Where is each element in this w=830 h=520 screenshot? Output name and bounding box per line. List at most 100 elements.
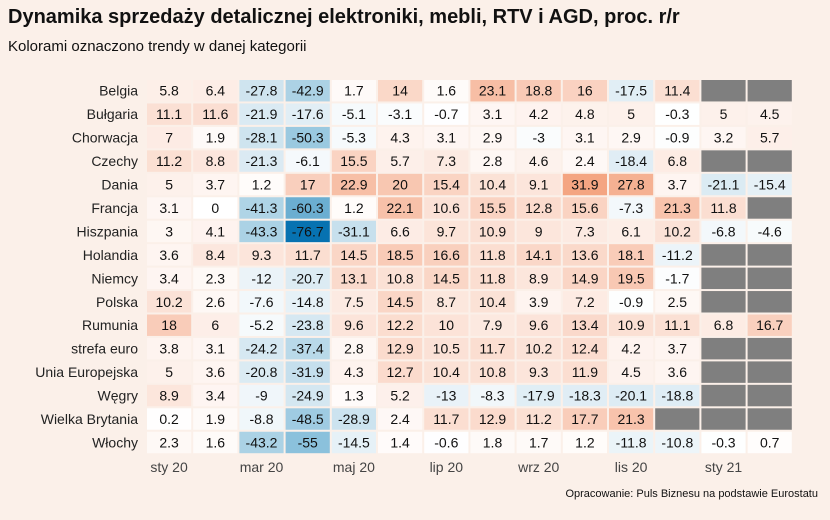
cell-value-label: 6.8 — [714, 317, 734, 333]
heatmap-cell — [701, 197, 746, 219]
cell-value-label: 1.7 — [344, 83, 364, 99]
cell-value-label: 3.9 — [529, 294, 549, 310]
cell-value-label: -76.7 — [292, 223, 324, 239]
x-tick-label: maj 20 — [333, 459, 375, 475]
heatmap-cell — [655, 431, 700, 454]
heatmap-cell — [424, 173, 469, 196]
cell-value-label: 3.2 — [714, 130, 734, 146]
cell-value-label: 2.5 — [668, 294, 688, 310]
heatmap-cell — [378, 220, 423, 243]
cell-value-label: 3.6 — [206, 364, 226, 380]
cell-value-label: 11.1 — [156, 106, 182, 122]
cell-value-label: -20.7 — [292, 270, 324, 286]
cell-value-label: 14.5 — [340, 247, 367, 263]
heatmap-cell — [470, 408, 515, 430]
heatmap-cell — [193, 314, 238, 336]
heatmap-cell — [147, 197, 192, 219]
cell-value-label: 14.5 — [386, 294, 413, 310]
heatmap-cell — [609, 267, 654, 290]
heatmap-cell — [747, 173, 792, 196]
cell-value-label: 12.9 — [386, 341, 413, 357]
heatmap-cell — [378, 431, 423, 454]
heatmap-cell — [285, 103, 330, 125]
heatmap-cell — [701, 126, 746, 149]
heatmap-cell — [424, 384, 469, 407]
heatmap-cell-missing — [747, 291, 792, 313]
cell-value-label: -43.3 — [246, 223, 278, 239]
cell-value-label: -9 — [255, 388, 268, 404]
cell-value-label: -28.9 — [338, 411, 370, 427]
heatmap-cell — [193, 244, 238, 266]
cell-value-label: -28.1 — [246, 130, 278, 146]
cell-value-label: 17.7 — [571, 411, 598, 427]
heatmap-cell — [470, 220, 515, 243]
heatmap-cell-missing — [701, 291, 746, 313]
cell-value-label: 18 — [161, 317, 177, 333]
heatmap-cell — [562, 431, 607, 454]
heatmap-cell — [147, 337, 192, 360]
heatmap-cell — [609, 197, 654, 219]
heatmap-cell — [285, 291, 330, 313]
heatmap-cell — [193, 103, 238, 125]
cell-value-label: 3.1 — [159, 200, 179, 216]
cell-value-label: -15.4 — [754, 177, 786, 193]
cell-value-label: -7.6 — [249, 294, 273, 310]
cell-value-label: 3.8 — [159, 341, 179, 357]
heatmap-cell — [378, 173, 423, 196]
x-tick-label: sty 21 — [705, 459, 743, 475]
heatmap-cell — [424, 80, 469, 102]
heatmap-cell — [285, 244, 330, 266]
heatmap-cell — [193, 291, 238, 313]
heatmap-cell — [378, 80, 423, 102]
heatmap-cell — [285, 314, 330, 336]
row-label: Czechy — [91, 153, 138, 169]
heatmap-cell — [470, 126, 515, 149]
heatmap-cell — [424, 337, 469, 360]
heatmap-cell — [331, 408, 376, 430]
cell-value-label: 12.7 — [386, 364, 413, 380]
heatmap-cell — [285, 361, 330, 383]
heatmap-cell — [147, 126, 192, 149]
heatmap-cell — [562, 80, 607, 102]
cell-value-label: -17.9 — [523, 388, 555, 404]
heatmap-cell — [239, 80, 284, 102]
heatmap-cell — [655, 103, 700, 125]
cell-value-label: 2.3 — [206, 270, 226, 286]
heatmap-cell — [609, 337, 654, 360]
heatmap-cell — [562, 361, 607, 383]
cell-value-label: -31.1 — [338, 223, 370, 239]
row-label: Hiszpania — [77, 223, 139, 239]
x-tick-label: lip 20 — [430, 459, 464, 475]
heatmap-cell — [147, 314, 192, 336]
heatmap-cell — [239, 267, 284, 290]
heatmap-cell — [147, 80, 192, 102]
heatmap-cell — [609, 150, 654, 172]
chart-subtitle: Kolorami oznaczono trendy w danej katego… — [8, 38, 307, 55]
heatmap-cell — [701, 173, 746, 196]
heatmap-cell — [424, 197, 469, 219]
cell-value-label: 31.9 — [571, 177, 598, 193]
cell-value-label: 5 — [165, 364, 173, 380]
heatmap-cell — [285, 173, 330, 196]
row-label: Niemcy — [91, 270, 138, 286]
heatmap-cell — [239, 150, 284, 172]
row-label: Wielka Brytania — [41, 411, 138, 427]
heatmap-cell — [331, 337, 376, 360]
heatmap-cell — [378, 314, 423, 336]
cell-value-label: 9.6 — [344, 317, 364, 333]
cell-value-label: -23.8 — [292, 317, 324, 333]
cell-value-label: 11.1 — [664, 317, 690, 333]
cell-value-label: 14.9 — [571, 270, 598, 286]
cell-value-label: 22.9 — [340, 177, 367, 193]
cell-value-label: 6 — [211, 317, 219, 333]
cell-value-label: -14.8 — [292, 294, 324, 310]
heatmap-cell — [285, 126, 330, 149]
cell-value-label: 1.6 — [206, 434, 226, 450]
heatmap-cell — [147, 267, 192, 290]
cell-value-label: -50.3 — [292, 130, 324, 146]
heatmap-cell — [655, 197, 700, 219]
heatmap-cell — [239, 103, 284, 125]
heatmap-cell-missing — [747, 150, 792, 172]
cell-value-label: -24.2 — [246, 341, 278, 357]
cell-value-label: -4.6 — [758, 223, 782, 239]
